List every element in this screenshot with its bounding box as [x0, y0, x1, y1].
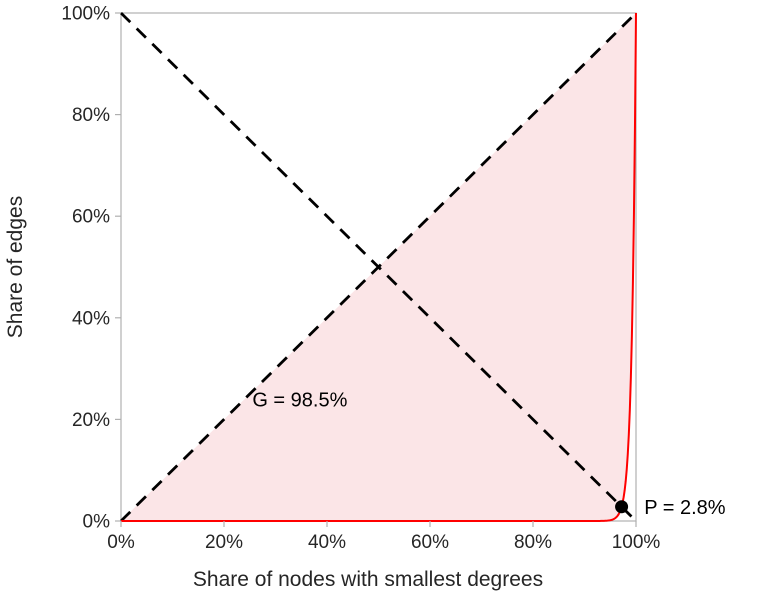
gini-annotation: G = 98.5%	[252, 390, 347, 412]
p-value-annotation: P = 2.8%	[644, 497, 726, 519]
x-tick-label: 100%	[612, 532, 661, 553]
x-tick-label: 40%	[308, 532, 346, 553]
y-tick-label: 80%	[72, 105, 110, 126]
y-tick-label: 40%	[72, 308, 110, 329]
y-tick-label: 0%	[83, 512, 111, 533]
x-tick-label: 60%	[411, 532, 449, 553]
anti-diagonal-line	[120, 12, 637, 522]
x-tick-label: 80%	[514, 532, 552, 553]
lorenz-curve	[121, 12, 637, 522]
y-tick-label: 100%	[61, 4, 110, 25]
x-axis-label: Share of nodes with smallest degrees	[193, 568, 543, 591]
x-tick-label: 20%	[205, 532, 243, 553]
x-tick-label: 0%	[107, 532, 135, 553]
y-tick-label: 20%	[72, 410, 110, 431]
tick-layer: 0% 20% 40% 60% 80% 100% 0% 20% 40% 60% 80% 100%	[61, 4, 660, 554]
line-layer	[120, 12, 637, 522]
y-tick-label: 60%	[72, 207, 110, 228]
p-point-marker	[615, 500, 629, 514]
y-axis-label: Share of edges	[4, 196, 27, 338]
